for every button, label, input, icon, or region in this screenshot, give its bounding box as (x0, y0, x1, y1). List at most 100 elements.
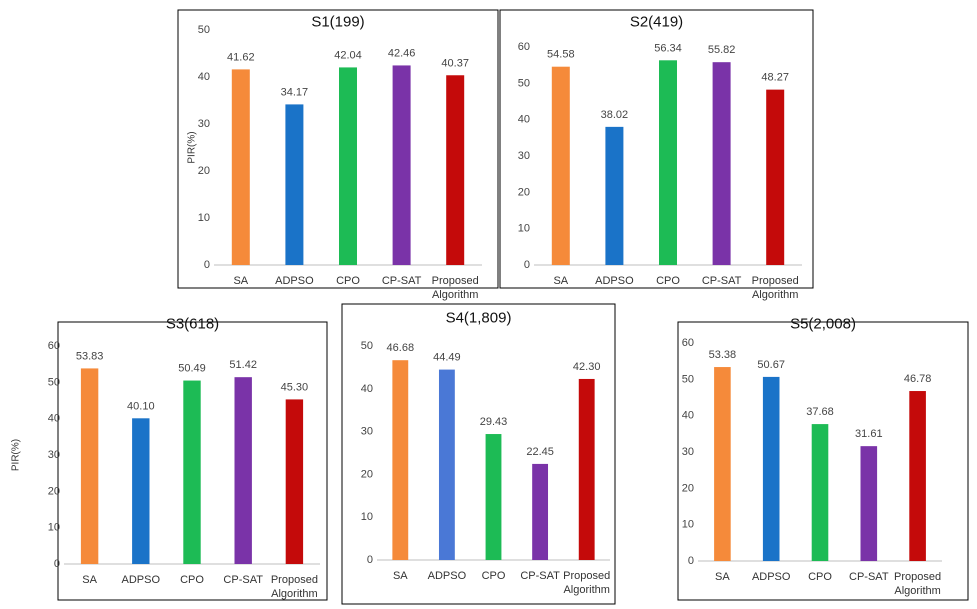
chart2-data-label: 55.82 (708, 44, 736, 56)
chart4-category-label: ADPSO (428, 570, 467, 582)
chart1-y-axis-label: PIR(%) (187, 131, 198, 163)
chart1-category-label: CPO (336, 275, 360, 287)
chart1-data-label: 40.37 (441, 57, 469, 69)
chart5-bar-sa (714, 367, 731, 561)
chart1-y-tick-label: 10 (198, 212, 210, 224)
chart1-y-tick-label: 40 (198, 71, 210, 83)
chart4-category-label: SA (393, 570, 408, 582)
chart2-y-tick-label: 30 (518, 150, 530, 162)
chart4-category-label: Proposed (563, 570, 610, 582)
chart3-category-label: Algorithm (271, 588, 317, 600)
chart3-bar-adpso (132, 418, 150, 564)
chart1-category-label: Algorithm (432, 289, 478, 301)
chart4-data-label: 46.68 (387, 342, 415, 354)
chart2-category-label: SA (553, 275, 568, 287)
chart4-bar-adpso (438, 369, 455, 560)
chart2-bar-cpo (659, 60, 677, 265)
chart5-data-label: 50.67 (757, 359, 785, 371)
chart5-y-tick-label: 20 (682, 482, 694, 494)
chart5-data-label: 46.78 (904, 373, 932, 385)
chart2-bar-cp-sat (712, 62, 731, 265)
chart1-data-label: 41.62 (227, 51, 255, 63)
chart1-bar-proposed-algorithm (446, 75, 465, 265)
chart5-bar-cp-sat (860, 446, 878, 561)
chart4-data-label: 22.45 (526, 446, 554, 458)
chart2-y-tick-label: 60 (518, 41, 530, 53)
chart2-data-label: 38.02 (601, 109, 629, 121)
chart3-y-tick-label: 60 (48, 340, 60, 352)
chart2-frame (499, 9, 814, 289)
chart3-bar-cpo (183, 380, 201, 564)
chart2-data-label: 56.34 (654, 42, 682, 54)
chart3-category-label: SA (82, 574, 97, 586)
chart2-category-label: CP-SAT (702, 275, 742, 287)
chart5-data-label: 37.68 (806, 406, 834, 418)
chart4-bar-cpo (485, 434, 502, 560)
chart3-y-axis-label: PIR(%) (11, 439, 22, 471)
chart1-data-label: 42.04 (334, 49, 362, 61)
chart3-title: S3(618) (166, 316, 219, 333)
chart1-data-label: 42.46 (388, 47, 416, 59)
chart3-data-label: 50.49 (178, 363, 206, 375)
chart3-bar-cp-sat (234, 377, 252, 564)
chart3-data-label: 51.42 (229, 359, 257, 371)
chart3-y-tick-label: 0 (54, 558, 60, 570)
chart4-category-label: Algorithm (563, 584, 609, 596)
chart1-category-label: CP-SAT (382, 275, 422, 287)
chart3-data-label: 45.30 (281, 381, 309, 393)
chart2-category-label: CPO (656, 275, 680, 287)
chart5-bar-proposed-algorithm (909, 391, 926, 561)
chart4-frame (341, 303, 616, 605)
chart2-bar-proposed-algorithm (766, 89, 785, 265)
chart1-title: S1(199) (311, 14, 364, 31)
chart4-y-tick-label: 40 (361, 383, 373, 395)
chart5-data-label: 31.61 (855, 428, 883, 440)
chart3-bar-proposed-algorithm (285, 399, 304, 564)
chart4-bar-cp-sat (532, 463, 549, 560)
chart2-data-label: 48.27 (761, 72, 789, 84)
chart3-y-tick-label: 50 (48, 376, 60, 388)
chart4-bar-proposed-algorithm (578, 378, 595, 560)
chart4-y-tick-label: 0 (367, 554, 373, 566)
chart5-y-tick-label: 0 (688, 555, 694, 567)
chart2-y-tick-label: 50 (518, 77, 530, 89)
chart1-frame (177, 9, 499, 289)
chart1-bar-sa (231, 69, 250, 265)
chart1-category-label: SA (233, 275, 248, 287)
chart4-data-label: 44.49 (433, 352, 461, 364)
chart1-bar-cp-sat (392, 65, 411, 265)
chart1-category-label: Proposed (432, 275, 479, 287)
chart1-y-tick-label: 50 (198, 24, 210, 36)
chart2-category-label: ADPSO (595, 275, 634, 287)
chart2-bar-adpso (605, 126, 624, 266)
chart1-y-tick-label: 30 (198, 118, 210, 130)
chart3-y-tick-label: 20 (48, 485, 60, 497)
chart1-y-tick-label: 20 (198, 165, 210, 177)
chart2-category-label: Proposed (752, 275, 799, 287)
chart5-category-label: CPO (808, 571, 832, 583)
chart1-bar-adpso (285, 104, 304, 265)
chart3-category-label: ADPSO (122, 574, 161, 586)
chart4-bar-sa (392, 360, 409, 560)
chart4-category-label: CP-SAT (520, 570, 560, 582)
chart5-y-tick-label: 50 (682, 373, 694, 385)
chart5-y-tick-label: 60 (682, 337, 694, 349)
chart2-bar-sa (551, 66, 570, 266)
chart2-category-label: Algorithm (752, 289, 798, 301)
chart4-data-label: 29.43 (480, 416, 508, 428)
chart4-title: S4(1,809) (446, 310, 512, 327)
chart5-category-label: SA (715, 571, 730, 583)
chart2-y-tick-label: 10 (518, 223, 530, 235)
chart2-y-tick-label: 0 (524, 259, 530, 271)
chart5-category-label: CP-SAT (849, 571, 889, 583)
chart3-category-label: CPO (180, 574, 204, 586)
chart1-y-tick-label: 0 (204, 259, 210, 271)
chart3-category-label: Proposed (271, 574, 318, 586)
chart4-y-tick-label: 50 (361, 340, 373, 352)
chart5-category-label: ADPSO (752, 571, 791, 583)
chart5-bar-adpso (762, 376, 780, 561)
chart1-bar-cpo (339, 67, 357, 265)
chart5-y-tick-label: 10 (682, 519, 694, 531)
chart5-frame (677, 321, 969, 601)
